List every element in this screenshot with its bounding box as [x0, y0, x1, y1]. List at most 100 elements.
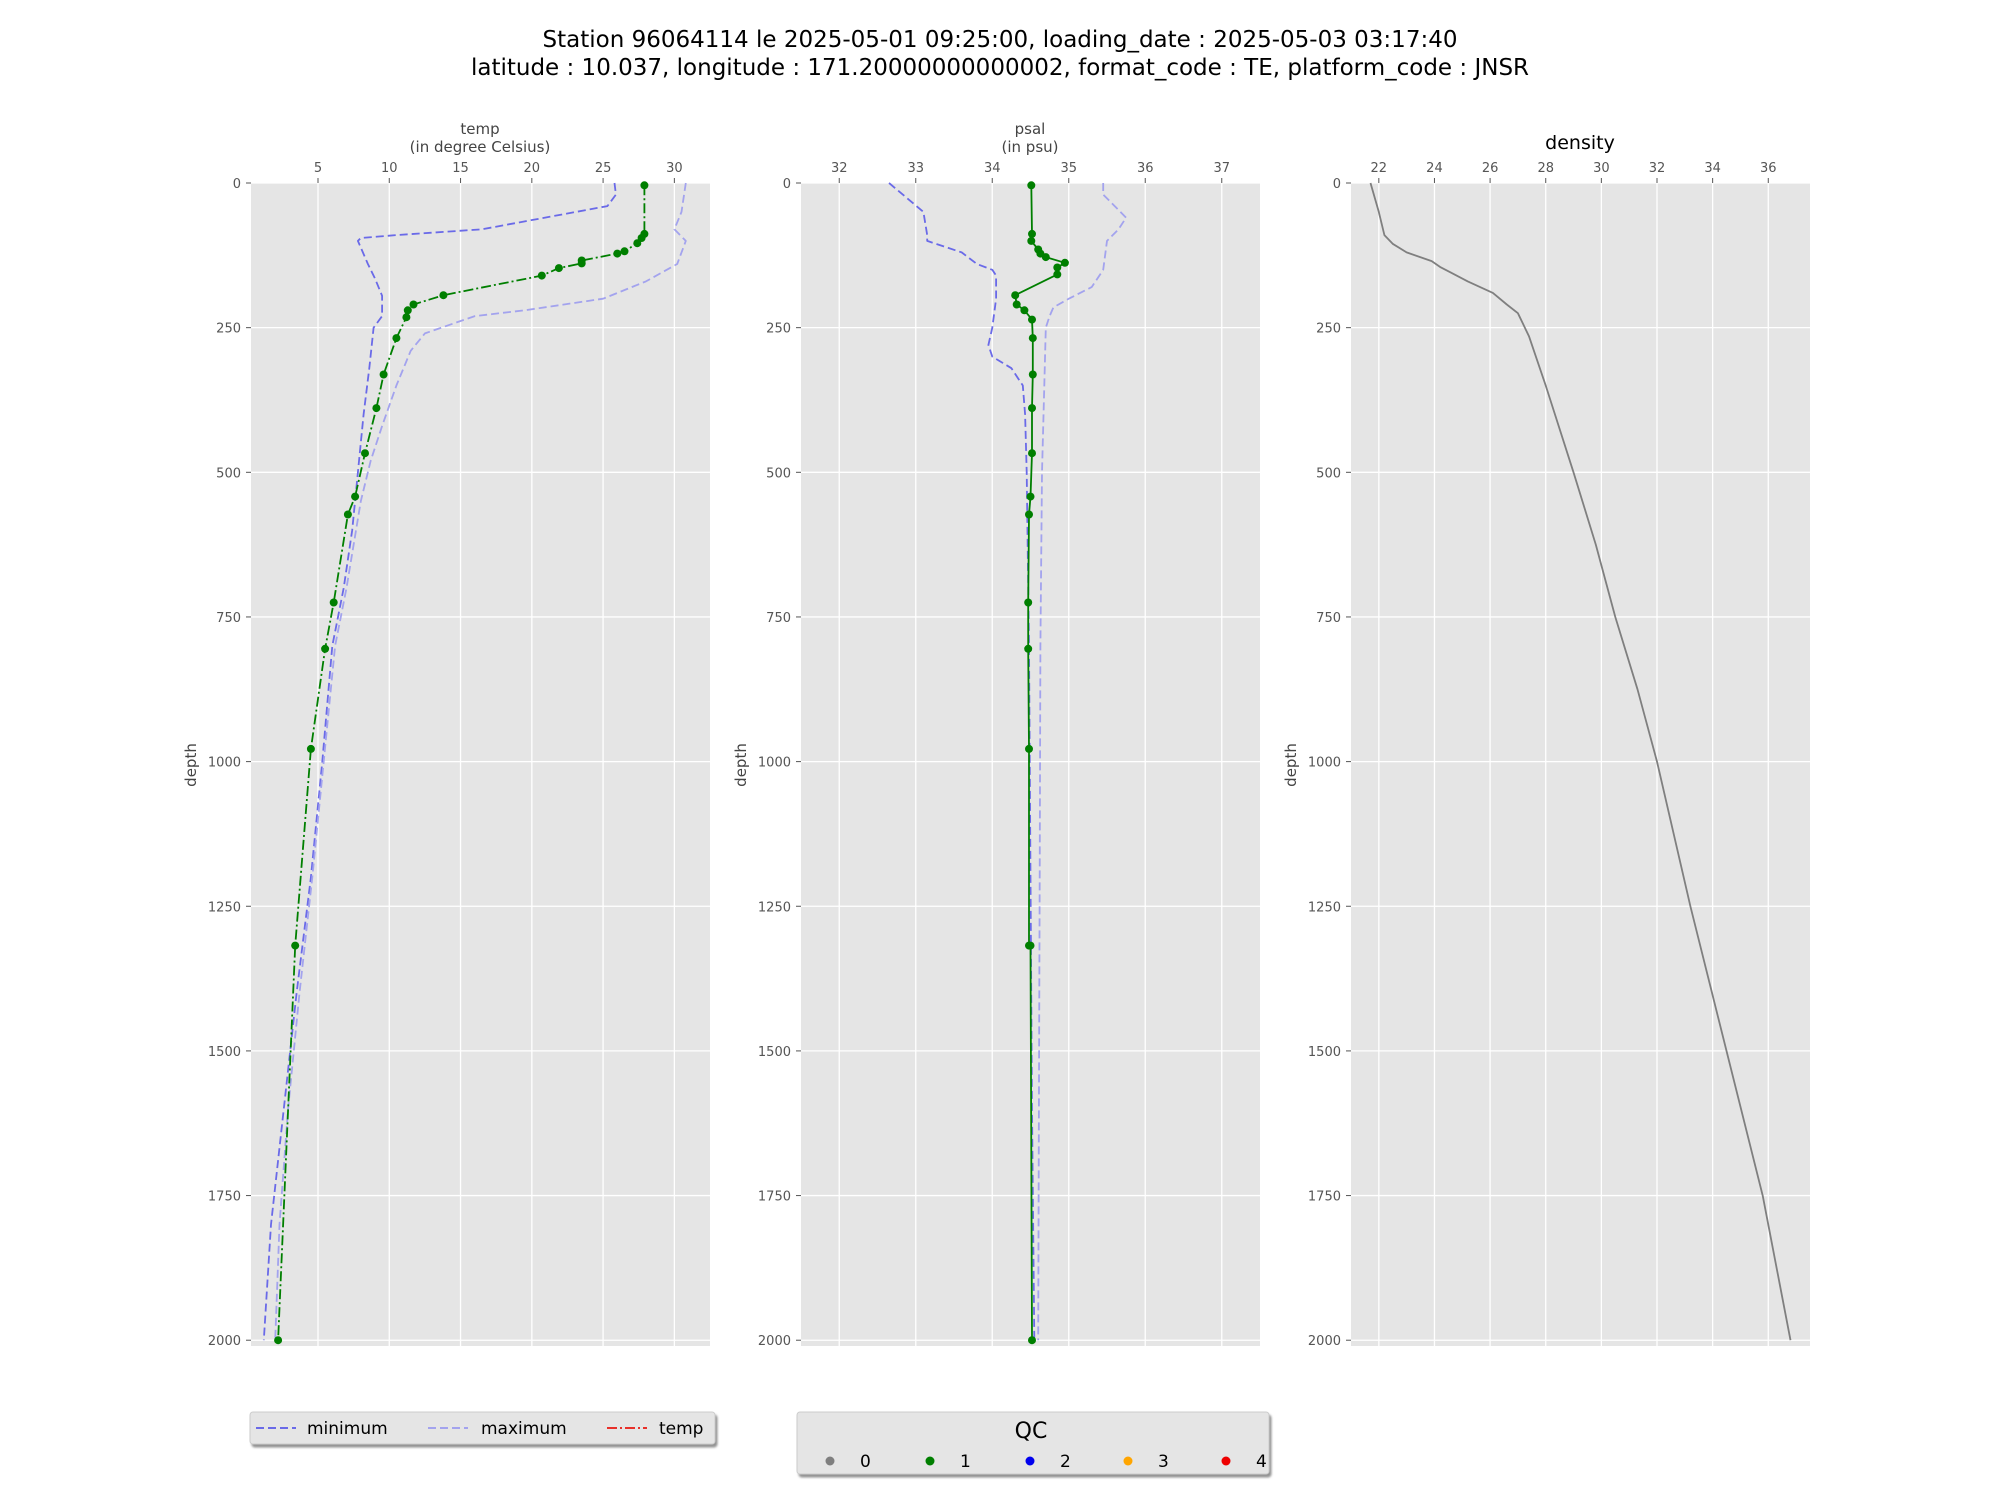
qc-2-marker	[1025, 1456, 1035, 1466]
psal-data-point	[1028, 449, 1036, 458]
temp-data-point	[306, 744, 315, 753]
psal-data-point	[1026, 492, 1035, 501]
density-y-ticks: 0 250 500 750 1000 1250 1500 1750 2000	[1308, 177, 1351, 1349]
qc-legend: QC 0 1 2 3 4	[796, 1411, 1270, 1475]
temp-data-point	[291, 941, 300, 950]
temp-data-point	[351, 492, 360, 501]
psal-data-point	[1053, 270, 1062, 279]
figure-title-line-1: Station 96064114 le 2025-05-01 09:25:00,…	[543, 27, 1458, 53]
psal-y-tick-label: 500	[766, 466, 791, 481]
psal-data-point	[1025, 744, 1033, 753]
temp-y-tick-label: 500	[216, 466, 241, 481]
qc-4-label: 4	[1256, 1452, 1267, 1472]
temp-axis-title-line-2: (in degree Celsius)	[410, 138, 551, 156]
psal-maximum-line	[1037, 183, 1127, 1341]
density-y-tick-label: 1500	[1308, 1045, 1341, 1060]
temp-data-point	[439, 291, 448, 300]
psal-y-tick-label: 750	[766, 611, 791, 626]
figure-title-line-2: latitude : 10.037, longitude : 171.20000…	[471, 55, 1529, 81]
psal-data-point	[1027, 181, 1036, 190]
density-density-line	[1369, 182, 1792, 1341]
density-x-tick-label: 28	[1537, 161, 1554, 176]
qc-0-label: 0	[860, 1452, 871, 1472]
density-x-tick-label: 30	[1593, 161, 1610, 176]
temp-data-point	[402, 313, 411, 322]
density-y-tick-label: 0	[1333, 177, 1341, 192]
legend-temp-label: temp	[659, 1419, 703, 1439]
psal-x-tick-label: 35	[1060, 161, 1077, 176]
density-x-ticks: 22 24 26 28 30 32 34 36	[1371, 161, 1777, 183]
psal-data-point	[1053, 263, 1062, 272]
psal-y-ticks: 0 250 500 750 1000 1250 1500 1750 2000	[758, 177, 801, 1349]
temp-maximum-line	[274, 182, 687, 1341]
psal-series	[888, 181, 1127, 1345]
temp-series	[262, 181, 687, 1345]
temp-data-point	[409, 300, 418, 309]
psal-data-point	[1024, 644, 1033, 653]
psal-data-point	[1020, 306, 1029, 315]
psal-data-point	[1028, 1336, 1036, 1345]
psal-data-point	[1041, 253, 1050, 262]
psal-depth-label: depth	[732, 743, 750, 787]
temp-data-point	[321, 644, 330, 653]
legend-maximum-label: maximum	[481, 1419, 567, 1439]
qc-3-marker	[1123, 1456, 1133, 1466]
psal-x-tick-label: 36	[1137, 161, 1154, 176]
temp-y-tick-label: 1250	[208, 900, 241, 915]
density-y-tick-label: 1750	[1308, 1190, 1341, 1205]
density-y-tick-label: 1250	[1308, 900, 1341, 915]
density-y-tick-label: 500	[1316, 466, 1341, 481]
psal-y-tick-label: 1750	[758, 1190, 791, 1205]
qc-0-marker	[825, 1456, 835, 1466]
temp-x-tick-label: 10	[381, 161, 398, 176]
temp-data-point	[361, 449, 369, 458]
density-y-tick-label: 750	[1316, 611, 1341, 626]
temp-data-point	[329, 598, 338, 607]
psal-data-point	[1028, 370, 1037, 379]
psal-x-tick-label: 32	[831, 161, 848, 176]
qc-1-label: 1	[960, 1452, 971, 1472]
profiles-legend: minimum maximum temp	[249, 1411, 716, 1445]
psal-data-point	[1027, 236, 1036, 245]
temp-depth-label: depth	[182, 743, 200, 787]
temp-y-tick-label: 1750	[208, 1190, 241, 1205]
temp-grid	[251, 182, 710, 1346]
qc-legend-title: QC	[1015, 1419, 1048, 1444]
qc-legend-items: 0 1 2 3 4	[825, 1452, 1267, 1472]
temp-data-point	[554, 264, 563, 273]
psal-data-point	[1025, 510, 1033, 519]
psal-x-tick-label: 34	[984, 161, 1001, 176]
legend-minimum-label: minimum	[307, 1419, 388, 1439]
psal-data-point	[1011, 291, 1020, 300]
psal-panel: 32 33 34 35 36 37 0 250 500 750 1000 1250 1500 1750 2…	[732, 120, 1260, 1349]
temp-x-tick-label: 5	[314, 161, 322, 176]
profiles-legend-box	[249, 1411, 716, 1445]
temp-data-point	[640, 181, 649, 190]
density-y-tick-label: 2000	[1308, 1334, 1341, 1349]
psal-data-point	[1012, 300, 1021, 309]
density-series	[1369, 182, 1792, 1341]
psal-data-point	[1024, 598, 1033, 607]
qc-1-marker	[925, 1456, 935, 1466]
temp-x-tick-label: 20	[524, 161, 541, 176]
temp-data-point	[392, 334, 401, 343]
temp-plot-area	[251, 183, 710, 1346]
temp-data-point	[372, 404, 381, 413]
psal-y-tick-label: 250	[766, 322, 791, 337]
psal-axis-title-line-2: (in psu)	[1002, 138, 1059, 156]
temp-x-ticks: 5 10 15 20 25 30	[314, 161, 683, 183]
qc-4-marker	[1221, 1456, 1231, 1466]
qc-2-label: 2	[1060, 1452, 1071, 1472]
psal-x-tick-label: 37	[1213, 161, 1230, 176]
temp-data-point	[577, 259, 586, 268]
psal-data-point	[1060, 258, 1069, 267]
temp-x-tick-label: 25	[595, 161, 612, 176]
temp-data-point	[613, 249, 622, 258]
temp-y-ticks: 0 250 500 750 1000 1250 1500 1750 2000	[208, 177, 251, 1349]
density-grid	[1351, 182, 1810, 1346]
psal-data-point	[1026, 941, 1035, 950]
density-x-tick-label: 24	[1426, 161, 1443, 176]
temp-panel: 5 10 15 20 25 30 0 250 500 750 1000 1250 1500 1750 20…	[182, 120, 710, 1349]
density-plot-area	[1351, 183, 1810, 1346]
